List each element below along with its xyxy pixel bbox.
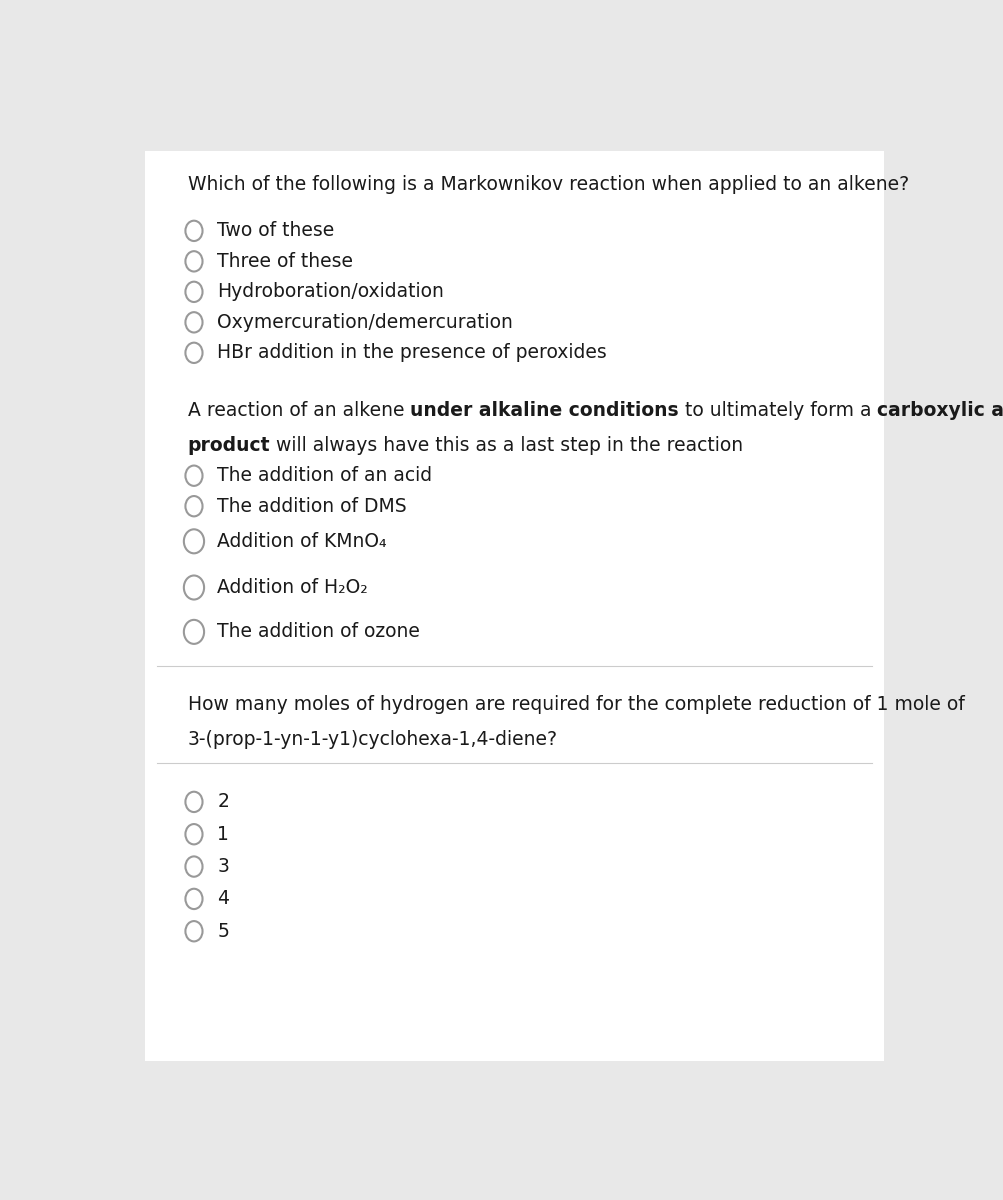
- Text: 1: 1: [217, 824, 229, 844]
- Text: A reaction of an alkene: A reaction of an alkene: [188, 401, 410, 420]
- Text: carboxylic acid: carboxylic acid: [877, 401, 1003, 420]
- Text: 3: 3: [217, 857, 229, 876]
- Text: Hydroboration/oxidation: Hydroboration/oxidation: [217, 282, 443, 301]
- Text: The addition of ozone: The addition of ozone: [217, 623, 420, 641]
- FancyBboxPatch shape: [144, 151, 884, 1061]
- Text: 4: 4: [217, 889, 229, 908]
- Text: 2: 2: [217, 792, 229, 811]
- Text: HBr addition in the presence of peroxides: HBr addition in the presence of peroxide…: [217, 343, 607, 362]
- Text: Which of the following is a Markownikov reaction when applied to an alkene?: Which of the following is a Markownikov …: [188, 175, 908, 194]
- Text: will always have this as a last step in the reaction: will always have this as a last step in …: [270, 436, 742, 455]
- Text: 5: 5: [217, 922, 229, 941]
- Text: The addition of DMS: The addition of DMS: [217, 497, 406, 516]
- Text: Addition of H₂O₂: Addition of H₂O₂: [217, 578, 368, 598]
- Text: under alkaline conditions: under alkaline conditions: [410, 401, 678, 420]
- Text: Addition of KMnO₄: Addition of KMnO₄: [217, 532, 386, 551]
- Text: 3-(prop-1-yn-1-y1)cyclohexa-1,4-diene?: 3-(prop-1-yn-1-y1)cyclohexa-1,4-diene?: [188, 731, 558, 750]
- Text: Oxymercuration/demercuration: Oxymercuration/demercuration: [217, 313, 513, 332]
- Text: The addition of an acid: The addition of an acid: [217, 467, 432, 485]
- Text: Two of these: Two of these: [217, 221, 334, 240]
- Text: Three of these: Three of these: [217, 252, 353, 271]
- Text: How many moles of hydrogen are required for the complete reduction of 1 mole of: How many moles of hydrogen are required …: [188, 695, 964, 714]
- Text: product: product: [188, 436, 270, 455]
- Text: to ultimately form a: to ultimately form a: [678, 401, 877, 420]
